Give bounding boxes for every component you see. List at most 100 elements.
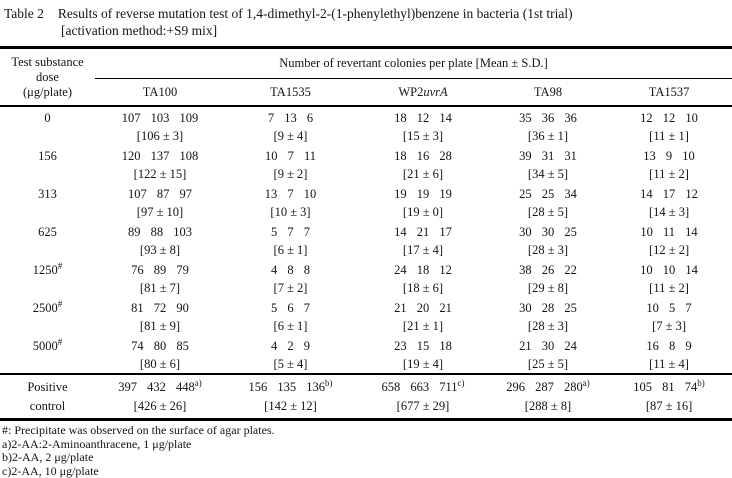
plate-counts: 4 8 8 (225, 261, 356, 279)
results-table: Test substance dose (μg/plate) Number of… (0, 46, 732, 421)
strain-cell: 4 8 8[7 ± 2] (225, 259, 356, 297)
plate-counts: 658 663 711c) (356, 378, 490, 397)
table-number: Table 2 (4, 6, 44, 21)
strain-cell: 5 7 7[6 ± 1] (225, 221, 356, 259)
plate-counts: 12 12 10 (606, 109, 732, 127)
plate-counts: 25 25 34 (490, 185, 606, 203)
mean-sd: [7 ± 2] (225, 279, 356, 297)
footnotes: #: Precipitate was observed on the surfa… (0, 421, 732, 478)
strain-cell: 120 137 108[122 ± 15] (95, 145, 225, 183)
footnote-line: b)2-AA, 2 μg/plate (2, 451, 732, 465)
table-row: 5000#74 80 85[80 ± 6]4 2 9[5 ± 4]23 15 1… (0, 335, 732, 374)
plate-counts: 81 72 90 (95, 299, 225, 317)
mean-sd: [12 ± 2] (606, 241, 732, 259)
title-line-1: Table 2 Results of reverse mutation test … (4, 6, 732, 23)
plate-counts: 10 10 14 (606, 261, 732, 279)
strain-cell: 23 15 18[19 ± 4] (356, 335, 490, 374)
strain-cell: 14 21 17[17 ± 4] (356, 221, 490, 259)
dose-cell: 625 (0, 221, 95, 259)
footnote-marker: a) (195, 378, 202, 388)
title-line-2: [activation method:+S9 mix] (4, 23, 732, 40)
plate-counts: 76 89 79 (95, 261, 225, 279)
plate-counts: 21 30 24 (490, 337, 606, 355)
footnote-marker: b) (325, 378, 333, 388)
strain-header: TA1535 (225, 79, 356, 107)
strain-cell: 296 287 280a)[288 ± 8] (490, 374, 606, 420)
strain-cell: 18 12 14[15 ± 3] (356, 106, 490, 145)
mean-sd: [19 ± 4] (356, 355, 490, 373)
table-row: 1250#76 89 79[81 ± 7]4 8 8[7 ± 2]24 18 1… (0, 259, 732, 297)
strain-cell: 30 30 25[28 ± 3] (490, 221, 606, 259)
strain-cell: 10 5 7[7 ± 3] (606, 297, 732, 335)
strain-header: WP2uvrA (356, 79, 490, 107)
plate-counts: 10 7 11 (225, 147, 356, 165)
positive-control-label-line: control (0, 397, 95, 416)
plate-counts: 35 36 36 (490, 109, 606, 127)
span-header: Number of revertant colonies per plate [… (95, 48, 732, 79)
dose-cell: 156 (0, 145, 95, 183)
table-row: 2500#81 72 90[81 ± 9]5 6 7[6 ± 1]21 20 2… (0, 297, 732, 335)
plate-counts: 13 7 10 (225, 185, 356, 203)
mean-sd: [5 ± 4] (225, 355, 356, 373)
precipitate-marker: # (58, 337, 63, 347)
mean-sd: [15 ± 3] (356, 127, 490, 145)
mean-sd: [36 ± 1] (490, 127, 606, 145)
plate-counts: 5 6 7 (225, 299, 356, 317)
mean-sd: [11 ± 4] (606, 355, 732, 373)
header-row-top: Test substance dose (μg/plate) Number of… (0, 48, 732, 79)
mean-sd: [677 ± 29] (356, 397, 490, 416)
footnote-line: #: Precipitate was observed on the surfa… (2, 424, 732, 438)
mean-sd: [28 ± 3] (490, 317, 606, 335)
mean-sd: [9 ± 4] (225, 127, 356, 145)
plate-counts: 107 103 109 (95, 109, 225, 127)
strain-header: TA100 (95, 79, 225, 107)
strain-cell: 13 7 10[10 ± 3] (225, 183, 356, 221)
plate-counts: 4 2 9 (225, 337, 356, 355)
footnote-line: c)2-AA, 10 μg/plate (2, 465, 732, 478)
mean-sd: [7 ± 3] (606, 317, 732, 335)
dose-cell: 1250# (0, 259, 95, 297)
table-title: Table 2 Results of reverse mutation test … (0, 0, 732, 39)
mean-sd: [6 ± 1] (225, 241, 356, 259)
title-text: Results of reverse mutation test of 1,4-… (58, 6, 573, 21)
plate-counts: 105 81 74b) (606, 378, 732, 397)
precipitate-marker: # (58, 299, 63, 309)
plate-counts: 13 9 10 (606, 147, 732, 165)
strain-cell: 38 26 22[29 ± 8] (490, 259, 606, 297)
plate-counts: 38 26 22 (490, 261, 606, 279)
strain-cell: 14 17 12[14 ± 3] (606, 183, 732, 221)
strain-cell: 10 10 14[11 ± 2] (606, 259, 732, 297)
mean-sd: [11 ± 1] (606, 127, 732, 145)
dose-cell: 313 (0, 183, 95, 221)
mean-sd: [17 ± 4] (356, 241, 490, 259)
plate-counts: 14 21 17 (356, 223, 490, 241)
dose-cell: 0 (0, 106, 95, 145)
strain-cell: 13 9 10[11 ± 2] (606, 145, 732, 183)
dose-cell: 5000# (0, 335, 95, 374)
plate-counts: 7 13 6 (225, 109, 356, 127)
mean-sd: [426 ± 26] (95, 397, 225, 416)
precipitate-marker: # (58, 261, 63, 271)
plate-counts: 16 8 9 (606, 337, 732, 355)
corner-header: Test substance dose (μg/plate) (0, 48, 95, 107)
strain-cell: 19 19 19[19 ± 0] (356, 183, 490, 221)
plate-counts: 23 15 18 (356, 337, 490, 355)
strain-cell: 39 31 31[34 ± 5] (490, 145, 606, 183)
strain-cell: 105 81 74b)[87 ± 16] (606, 374, 732, 420)
plate-counts: 10 5 7 (606, 299, 732, 317)
mean-sd: [122 ± 15] (95, 165, 225, 183)
mean-sd: [97 ± 10] (95, 203, 225, 221)
mean-sd: [21 ± 6] (356, 165, 490, 183)
footnote-line: a)2-AA:2-Aminoanthracene, 1 μg/plate (2, 438, 732, 452)
mean-sd: [34 ± 5] (490, 165, 606, 183)
strain-cell: 76 89 79[81 ± 7] (95, 259, 225, 297)
mean-sd: [18 ± 6] (356, 279, 490, 297)
plate-counts: 39 31 31 (490, 147, 606, 165)
corner-line: dose (0, 70, 95, 85)
strain-cell: 16 8 9[11 ± 4] (606, 335, 732, 374)
mean-sd: [28 ± 5] (490, 203, 606, 221)
plate-counts: 5 7 7 (225, 223, 356, 241)
